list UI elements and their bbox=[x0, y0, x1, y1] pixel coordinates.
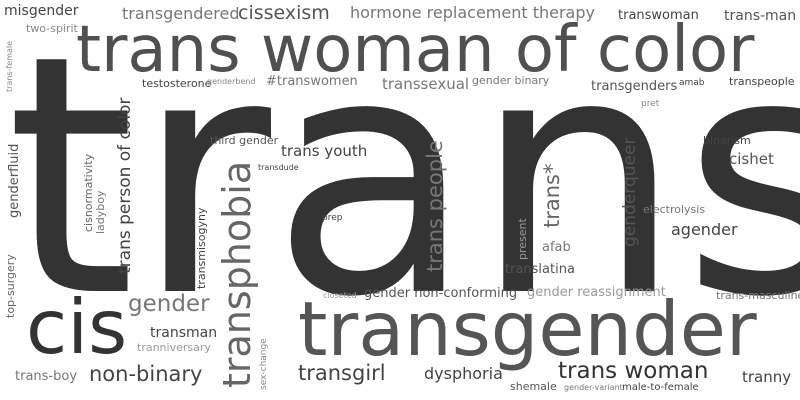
word-non-binary: non-binary bbox=[89, 362, 203, 386]
word-transmisogyny: transmisogyny bbox=[195, 207, 208, 290]
word-dysphoria: dysphoria bbox=[424, 364, 503, 383]
word-trans-masculine: trans-masculine bbox=[716, 289, 800, 302]
word-ladyboy: ladyboy bbox=[94, 190, 107, 234]
word-two-spirit: two-spirit bbox=[26, 22, 78, 35]
word-trans-people: trans people bbox=[423, 140, 447, 272]
word-genderfluid: genderfluid bbox=[7, 143, 22, 218]
word-trans-boy: trans-boy bbox=[15, 369, 78, 384]
word-agender: agender bbox=[671, 220, 738, 239]
word-hormone-replacement-therapy: hormone replacement therapy bbox=[350, 3, 595, 22]
word-trans-person-of-color: trans person of color bbox=[115, 97, 135, 274]
word-trans-star: trans* bbox=[540, 163, 564, 229]
word-translatina: translatina bbox=[505, 262, 575, 277]
word-closeted: closeted bbox=[323, 291, 357, 300]
word-gender-non-conforming: gender non-conforming bbox=[364, 286, 518, 301]
word-gender: gender bbox=[128, 291, 210, 317]
word-misgender: misgender bbox=[4, 3, 79, 19]
word-transgender: transgender bbox=[298, 285, 757, 373]
word-cisnormativity: cisnormativity bbox=[82, 153, 95, 232]
word-transman: transman bbox=[150, 325, 218, 341]
word-binarism: binarism bbox=[703, 134, 751, 147]
word-electrolysis: electrolysis bbox=[643, 203, 706, 216]
word-trans-female: trans-female bbox=[5, 40, 14, 92]
word-transgirl: transgirl bbox=[298, 361, 386, 385]
word-top-surgery: top-surgery bbox=[4, 254, 17, 318]
word-third-gender: third gender bbox=[210, 134, 279, 147]
word-prep: prep bbox=[322, 213, 343, 223]
word-trans-woman-of-color: trans woman of color bbox=[76, 13, 755, 87]
word-shemale: shemale bbox=[510, 380, 557, 393]
word-tranniversary: tranniversary bbox=[137, 341, 211, 354]
word-gender-binary: gender binary bbox=[472, 74, 550, 87]
word-testosterone: testosterone bbox=[142, 77, 212, 90]
word-sex-change: sex-change bbox=[259, 338, 269, 390]
word-transdude: transdude bbox=[258, 163, 299, 172]
word-trans-youth: trans youth bbox=[281, 142, 368, 160]
word-male-to-female: male-to-female bbox=[622, 382, 699, 393]
word-trans-man: trans-man bbox=[724, 8, 797, 24]
word-transwoman: transwoman bbox=[618, 8, 699, 23]
word-cishet: cishet bbox=[729, 150, 774, 168]
word-amab: amab bbox=[679, 78, 705, 88]
word-transwomen-hashtag: #transwomen bbox=[266, 74, 358, 89]
word-tranny: tranny bbox=[742, 368, 792, 386]
word-transphobia: transphobia bbox=[215, 160, 259, 388]
word-transsexual: transsexual bbox=[382, 75, 470, 93]
word-present: present bbox=[516, 218, 529, 260]
word-genderqueer: genderqueer bbox=[620, 137, 640, 247]
word-cissexism: cissexism bbox=[238, 2, 330, 24]
word-transgenders: transgenders bbox=[591, 79, 678, 94]
word-trans: trans bbox=[6, 0, 800, 369]
word-transgendered: transgendered bbox=[122, 4, 240, 23]
word-gender-reassignment: gender reassignment bbox=[527, 285, 666, 300]
word-trans-woman: trans woman bbox=[558, 358, 709, 384]
word-genderbend: genderbend bbox=[207, 77, 256, 86]
word-transpeople: transpeople bbox=[729, 75, 795, 88]
word-pret: pret bbox=[641, 99, 660, 109]
word-afab: afab bbox=[542, 240, 571, 255]
word-gender-variant: gender-variant bbox=[564, 383, 623, 392]
word-cis: cis bbox=[26, 283, 128, 371]
